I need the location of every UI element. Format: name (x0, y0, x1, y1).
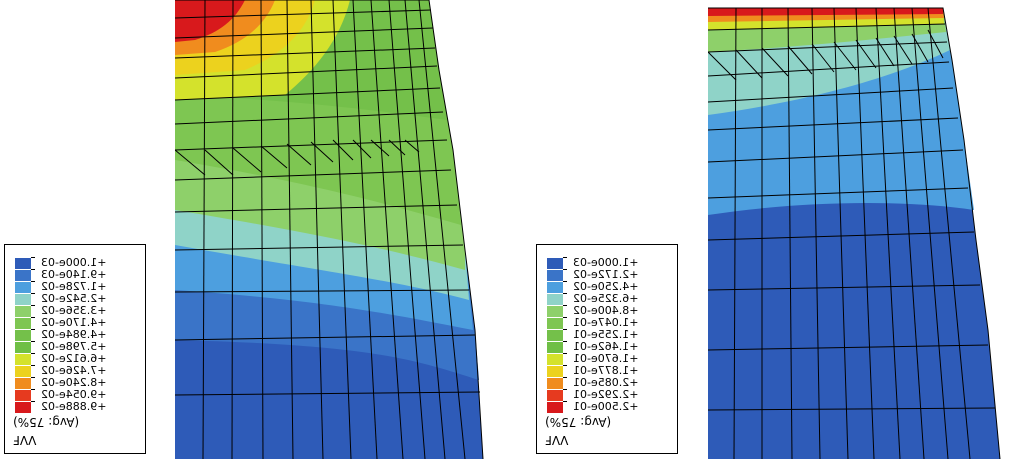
legend-row: +1.462e-01 (547, 340, 677, 353)
legend-tick (563, 317, 567, 318)
legend-row: +6.325e-02 (547, 292, 677, 305)
legend-row: +1.670e-01 (547, 352, 677, 365)
legend-tick (563, 329, 567, 330)
legend-swatch (15, 402, 31, 413)
legend-swatch (15, 270, 31, 281)
right-legend: +1.000e-03 +2.172e-02 +4.250e-02 +6.325e-02… (536, 244, 678, 454)
legend-row: +9.888e-02 (15, 400, 145, 413)
legend-row: +4.250e-02 (547, 280, 677, 293)
legend-row: +6.612e-02 (15, 352, 145, 365)
legend-swatch (547, 378, 563, 389)
legend-tick (31, 269, 35, 270)
legend-tick (563, 341, 567, 342)
legend-swatch (15, 366, 31, 377)
legend-swatch (15, 318, 31, 329)
legend-row: +2.172e-02 (547, 268, 677, 281)
legend-tick (31, 401, 35, 402)
legend-row: +2.292e-01 (547, 388, 677, 401)
legend-avg-note: (Avg: 75%) (545, 415, 612, 429)
legend-swatch (547, 366, 563, 377)
legend-tick (563, 293, 567, 294)
legend-variable: VVF (545, 433, 569, 447)
legend-row: +3.356e-02 (15, 304, 145, 317)
legend-row: +9.054e-02 (15, 388, 145, 401)
legend-row: +7.426e-02 (15, 364, 145, 377)
legend-tick (563, 305, 567, 306)
legend-tick (31, 317, 35, 318)
legend-tick (31, 365, 35, 366)
legend-swatch (547, 390, 563, 401)
legend-tick (563, 269, 567, 270)
right-contour-plot (708, 7, 1001, 459)
legend-row: +1.877e-01 (547, 364, 677, 377)
legend-tick (31, 281, 35, 282)
legend-swatch (15, 294, 31, 305)
legend-tick (31, 341, 35, 342)
left-panel: +1.000e-03 +9.140e-03 +1.728e-02 +2.542e-02… (0, 0, 500, 459)
legend-swatch (547, 330, 563, 341)
legend-row: +2.542e-02 (15, 292, 145, 305)
legend-swatch (15, 306, 31, 317)
left-legend: +1.000e-03 +9.140e-03 +1.728e-02 +2.542e-02… (4, 244, 146, 454)
legend-swatch (15, 342, 31, 353)
legend-tick (31, 353, 35, 354)
legend-tick (31, 293, 35, 294)
legend-swatch (15, 282, 31, 293)
legend-tick (563, 365, 567, 366)
legend-tick (31, 329, 35, 330)
legend-row: +4.170e-02 (15, 316, 145, 329)
legend-swatch (547, 306, 563, 317)
legend-tick (563, 401, 567, 402)
legend-swatch (547, 282, 563, 293)
legend-variable: VVF (13, 433, 37, 447)
legend-row: +2.500e-01 (547, 400, 677, 413)
legend-row: +1.000e-03 (15, 256, 145, 269)
legend-row: +1.000e-03 (547, 256, 677, 269)
legend-tick (31, 377, 35, 378)
legend-tick (563, 281, 567, 282)
legend-tick (563, 389, 567, 390)
legend-swatch (15, 354, 31, 365)
legend-row: +9.140e-03 (15, 268, 145, 281)
legend-tick (31, 305, 35, 306)
right-panel: +1.000e-03 +2.172e-02 +4.250e-02 +6.325e-02… (532, 0, 1024, 459)
legend-avg-note: (Avg: 75%) (13, 415, 80, 429)
legend-swatch (547, 318, 563, 329)
legend-swatch (15, 378, 31, 389)
legend-swatch (15, 390, 31, 401)
legend-swatch (547, 402, 563, 413)
legend-tick (31, 389, 35, 390)
legend-swatch (547, 354, 563, 365)
legend-swatch (547, 294, 563, 305)
legend-row: +1.728e-02 (15, 280, 145, 293)
legend-value: +2.500e-01 (573, 400, 639, 413)
legend-row: +8.240e-02 (15, 376, 145, 389)
legend-tick (563, 257, 567, 258)
legend-row: +8.400e-02 (547, 304, 677, 317)
legend-row: +1.047e-01 (547, 316, 677, 329)
legend-tick (563, 377, 567, 378)
legend-row: +5.798e-02 (15, 340, 145, 353)
legend-row: +1.255e-01 (547, 328, 677, 341)
legend-swatch (15, 330, 31, 341)
legend-tick (563, 353, 567, 354)
legend-row: +4.984e-02 (15, 328, 145, 341)
legend-swatch (15, 258, 31, 269)
left-contour-plot (175, 0, 484, 459)
legend-tick (31, 257, 35, 258)
legend-swatch (547, 258, 563, 269)
legend-value: +9.888e-02 (41, 400, 107, 413)
legend-row: +2.085e-01 (547, 376, 677, 389)
legend-swatch (547, 342, 563, 353)
legend-swatch (547, 270, 563, 281)
